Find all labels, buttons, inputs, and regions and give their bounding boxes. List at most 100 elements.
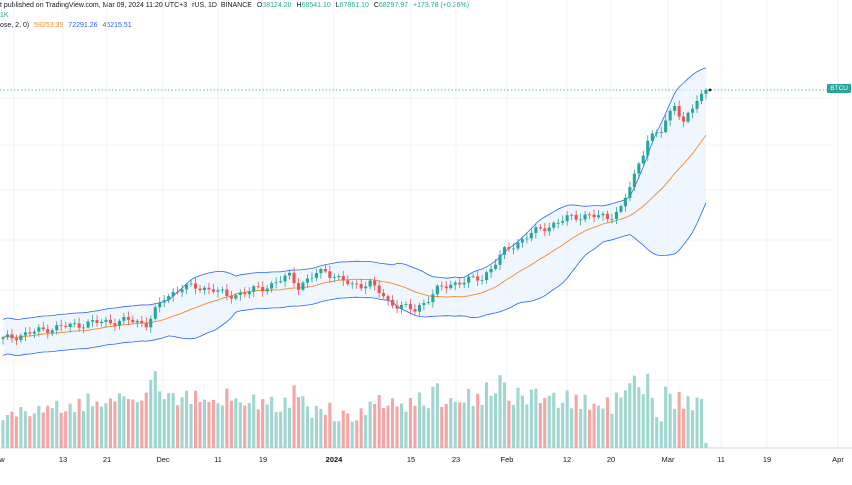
volume-bar [395, 406, 399, 448]
volume-bar [82, 411, 86, 448]
volume-bar [628, 383, 632, 448]
candle-body [655, 132, 659, 134]
candle-body [592, 214, 596, 218]
volume-bar [498, 375, 502, 448]
candle-body [440, 285, 444, 287]
candle-body [556, 222, 560, 224]
candle [10, 328, 14, 343]
chart-grid [0, 0, 852, 449]
volume-bar [511, 404, 515, 448]
candle-body [632, 173, 636, 188]
candle [610, 213, 614, 224]
volume-bar [601, 408, 605, 448]
candle [673, 102, 677, 115]
volume-bar [408, 398, 412, 448]
volume-bar [592, 403, 596, 448]
volume-bar [41, 412, 45, 448]
candle [391, 295, 395, 309]
candle-body [498, 254, 502, 265]
candle [413, 304, 417, 315]
candle-body [673, 106, 677, 111]
x-tick-label: 11 [717, 455, 725, 464]
candle [171, 288, 175, 302]
candle [247, 287, 251, 299]
bb-readout: ose, 2, 0) 59253.39 72291.26 46215.51 [0, 21, 135, 31]
candle [574, 210, 578, 223]
volume-bar [265, 404, 269, 448]
candle-body [149, 318, 153, 328]
candle [104, 316, 108, 328]
candle-body [547, 227, 551, 232]
high-label: H [296, 2, 302, 9]
volume-bar [480, 405, 484, 448]
candle-body [520, 239, 524, 243]
bollinger-bands [2, 67, 707, 357]
volume-bar [234, 398, 238, 448]
volume-bar [176, 405, 180, 448]
candle-body [664, 120, 668, 133]
candle [158, 297, 162, 313]
candle [91, 314, 95, 328]
candle-body [471, 276, 475, 278]
candle-body [82, 327, 86, 329]
volume-bar [270, 396, 274, 448]
candle-body [462, 282, 466, 285]
candle [547, 222, 551, 236]
candle [605, 210, 609, 223]
candle-body [108, 319, 112, 324]
volume-bar [91, 406, 95, 448]
candle-body [305, 278, 309, 283]
candle-body [364, 286, 368, 289]
candle-body [283, 275, 287, 282]
candle [243, 287, 247, 298]
candle [444, 280, 448, 294]
x-tick-label: 13 [59, 455, 67, 464]
last-price-label: BTCU [827, 84, 851, 93]
candle-body [117, 320, 121, 326]
lower-band [2, 202, 707, 357]
candle [23, 327, 27, 342]
candle-body [167, 296, 171, 301]
volume-bar [216, 403, 220, 448]
candle-body [319, 269, 323, 274]
candle [502, 245, 506, 259]
volume-bar [449, 398, 453, 448]
close-value: 68297.97 [378, 2, 409, 9]
candle-body [359, 284, 363, 289]
candle [677, 100, 681, 121]
candle-body [435, 285, 439, 295]
volume-bar [122, 396, 126, 448]
x-tick-label: 23 [452, 455, 460, 464]
candle-body [686, 112, 690, 122]
volume-bar [292, 385, 296, 448]
volume-bar [422, 405, 426, 448]
volume-bar [534, 388, 538, 448]
candle [529, 227, 533, 242]
volume-bar [355, 420, 359, 448]
volume-bar [297, 397, 301, 448]
volume-bar [619, 397, 623, 448]
volume-bar [220, 405, 224, 448]
volume-bar [646, 373, 650, 448]
candle [476, 271, 480, 287]
volume-bar [274, 411, 278, 448]
volume-bar [238, 402, 242, 448]
candle [198, 284, 202, 293]
candle [270, 280, 274, 293]
candle-body [534, 227, 538, 233]
candle [404, 301, 408, 308]
candle [440, 281, 444, 291]
candle [462, 277, 466, 289]
candle [216, 287, 220, 298]
volume-bar [108, 398, 112, 448]
candle-body [23, 332, 27, 336]
candle [350, 280, 354, 289]
candle [650, 130, 654, 145]
volume-bar [610, 413, 614, 448]
candle-body [601, 213, 605, 216]
volume-bar [399, 403, 403, 448]
candle-body [561, 221, 565, 223]
volume-bar [502, 382, 506, 448]
candle-body [467, 276, 471, 283]
